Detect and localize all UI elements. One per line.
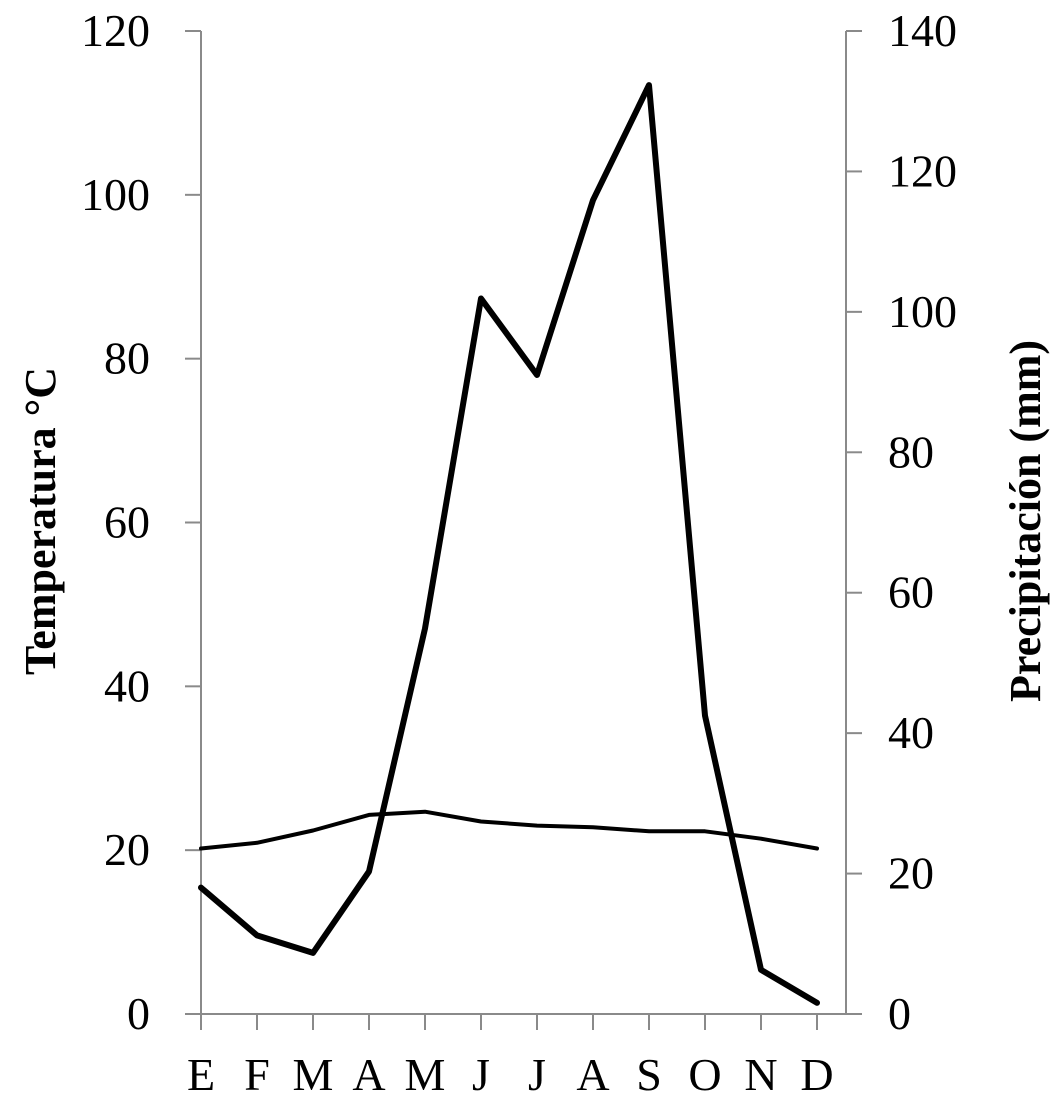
x-tick-label: J: [472, 1049, 490, 1094]
y-left-tick-label: 40: [104, 660, 150, 711]
x-tick-label: D: [800, 1049, 833, 1094]
y-left-tick-label: 80: [104, 333, 150, 384]
x-tick-label: S: [636, 1049, 662, 1094]
precipitation-line: [198, 82, 820, 1006]
y-left-tick-label: 20: [104, 824, 150, 875]
y-axis-right-label: Precipitación (mm): [1001, 340, 1050, 702]
x-tick-label: O: [688, 1049, 721, 1094]
y-right-tick-label: 40: [888, 707, 934, 758]
x-tick-label: E: [187, 1049, 215, 1094]
x-tick-label: J: [528, 1049, 546, 1094]
x-tick-label: M: [405, 1049, 446, 1094]
y-right-tick-label: 80: [888, 426, 934, 477]
series-layer: [198, 82, 820, 1006]
y-right-tick-label: 0: [888, 988, 911, 1039]
y-right-tick-label: 20: [888, 848, 934, 899]
y-right-tick-label: 60: [888, 567, 934, 618]
y-left-tick-label: 60: [104, 497, 150, 548]
y-left-tick-label: 100: [81, 169, 150, 220]
y-right-tick-label: 100: [888, 286, 957, 337]
x-tick-label: F: [244, 1049, 270, 1094]
y-right-tick-label: 140: [888, 5, 957, 56]
x-tick-label: A: [352, 1049, 385, 1094]
x-tick-label: N: [744, 1049, 777, 1094]
x-tick-label: M: [293, 1049, 334, 1094]
y-axis-left-label: Temperatura °C: [16, 367, 65, 675]
y-left-tick-label: 0: [127, 988, 150, 1039]
y-left-tick-label: 120: [81, 5, 150, 56]
x-tick-label: A: [576, 1049, 609, 1094]
y-right-tick-label: 120: [888, 145, 957, 196]
temperature-line: [199, 809, 819, 851]
